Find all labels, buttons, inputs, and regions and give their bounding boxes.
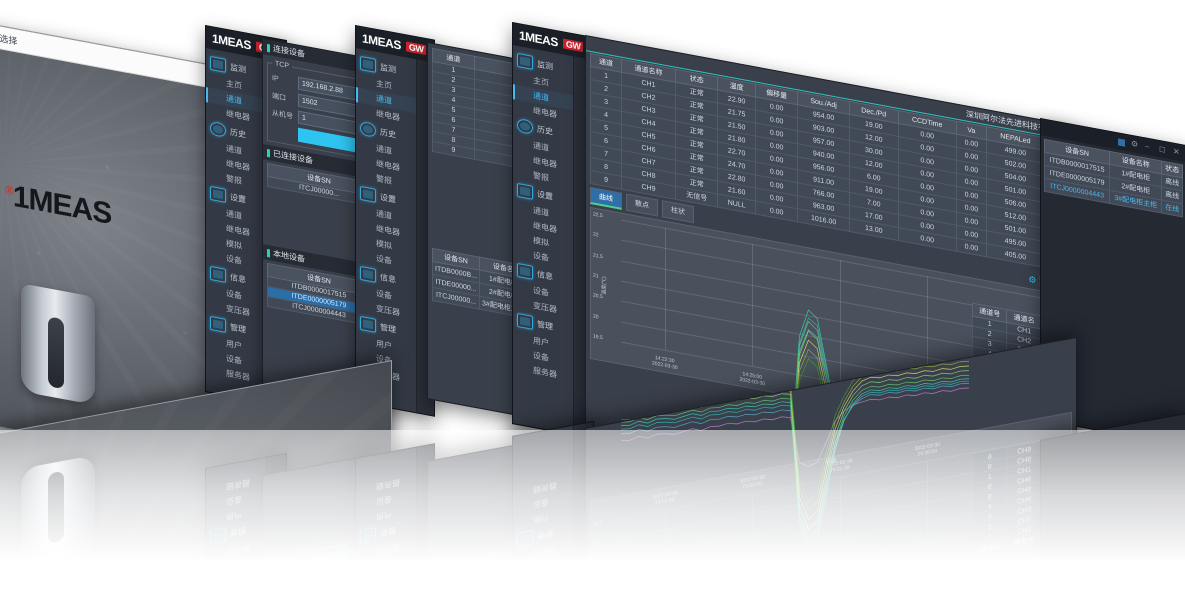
sidebar-group-label: 管理: [380, 322, 396, 335]
device-illustration: [21, 283, 95, 405]
tcp-legend: TCP: [275, 60, 289, 70]
window-body: 监测主页通道继电器历史通道继电器警报设置通道继电器模拟设备信息设备变压器管理用户…: [513, 45, 593, 438]
info-icon: [210, 265, 226, 283]
tab-bar[interactable]: 柱状: [662, 200, 694, 224]
app-icon: [1118, 137, 1125, 147]
sidebar-group-label: 设置: [230, 192, 246, 205]
y-tick-label: 22: [593, 231, 599, 239]
info-icon: [517, 262, 533, 280]
panel-status[interactable]: 在线: [1161, 200, 1183, 217]
y-tick-label: 21.5: [593, 252, 603, 260]
gear-icon[interactable]: ⚙: [1028, 273, 1037, 286]
splash-toolbar-label: 设备选择: [0, 29, 18, 47]
sidebar-group-label: 信息: [380, 272, 396, 285]
admin-icon: [210, 315, 226, 333]
app-logo: 1MEAS: [212, 31, 251, 53]
sidebar-group-label: 历史: [537, 124, 553, 137]
reflection-fade: [0, 430, 1185, 614]
maximize-icon[interactable]: ◻: [1159, 144, 1166, 155]
sidebar-group-label: 设置: [380, 192, 396, 205]
chart-ylabel: 温度(℃): [601, 275, 608, 296]
settings-icon: [210, 185, 226, 203]
device-table-wrap: 设备SN 设备名 ITDB0000B...1#配电柜 ITDE00000...2…: [432, 248, 528, 319]
sidebar-group-label: 信息: [537, 269, 553, 282]
admin-icon: [360, 315, 376, 333]
tab-scatter[interactable]: 散点: [626, 193, 658, 217]
info-icon: [360, 265, 376, 283]
settings-icon[interactable]: ⚙: [1131, 138, 1139, 150]
field-slave-label: 从机号: [272, 109, 293, 121]
sidebar[interactable]: 监测主页通道继电器历史通道继电器警报设置通道继电器模拟设备信息设备变压器管理用户…: [356, 48, 417, 413]
sidebar-group-label: 信息: [230, 272, 246, 285]
monitor-icon: [210, 55, 226, 73]
settings-icon: [517, 182, 533, 200]
sidebar-group-label: 监测: [537, 59, 553, 72]
tab-curve[interactable]: 曲线: [590, 186, 622, 210]
app-logo-badge: GW: [562, 38, 584, 53]
close-icon[interactable]: ✕: [1173, 146, 1180, 157]
window-body: 监测主页通道继电器历史通道继电器警报设置通道继电器模拟设备信息设备变压器管理用户…: [356, 48, 434, 415]
brand-sup: ®: [5, 182, 13, 198]
monitor-icon: [360, 55, 376, 73]
sidebar-group-label: 监测: [230, 62, 246, 75]
sidebar[interactable]: 监测主页通道继电器历史通道继电器警报设置通道继电器模拟设备信息设备变压器管理用户…: [206, 48, 267, 403]
y-tick-label: 20: [593, 313, 599, 321]
y-tick-label: 21: [593, 272, 599, 280]
sidebar-group-label: 管理: [537, 319, 553, 332]
sidebar[interactable]: 监测主页通道继电器历史通道继电器警报设置通道继电器模拟设备信息设备变压器管理用户…: [513, 45, 574, 435]
monitor-icon: [517, 52, 533, 70]
sidebar-group-label: 历史: [380, 127, 396, 140]
history-icon: [360, 120, 376, 138]
y-tick-label: 19.5: [593, 333, 603, 342]
channel-rows[interactable]: 1 2 3 4 5 6 7 8 9: [432, 61, 524, 169]
app-logo: 1MEAS: [519, 28, 558, 50]
sidebar-group-label: 历史: [230, 127, 246, 140]
channel-table[interactable]: 通道 1 2 3 4 5 6 7 8 9: [432, 48, 524, 169]
y-tick-label: 22.5: [593, 211, 603, 220]
sidebar-group-label: 管理: [230, 322, 246, 335]
admin-icon: [517, 312, 533, 330]
app-logo-badge: GW: [405, 41, 427, 56]
channel-table-wrap: 通道 1 2 3 4 5 6 7 8 9: [432, 48, 524, 169]
field-port-label: 端口: [272, 92, 286, 102]
settings-icon: [360, 185, 376, 203]
window-main-sidebar[interactable]: 1MEAS GW 监测主页通道继电器历史通道继电器警报设置通道继电器模拟设备信息…: [512, 22, 594, 440]
app-logo: 1MEAS: [362, 31, 401, 53]
minimize-icon[interactable]: –: [1145, 141, 1150, 152]
field-ip-label: IP: [272, 74, 279, 84]
window-channels-sidebar[interactable]: 1MEAS GW 监测主页通道继电器历史通道继电器警报设置通道继电器模拟设备信息…: [355, 25, 435, 417]
history-icon: [210, 120, 226, 138]
sidebar-group-label: 监测: [380, 62, 396, 75]
sidebar-group-label: 设置: [537, 189, 553, 202]
history-icon: [517, 117, 533, 135]
